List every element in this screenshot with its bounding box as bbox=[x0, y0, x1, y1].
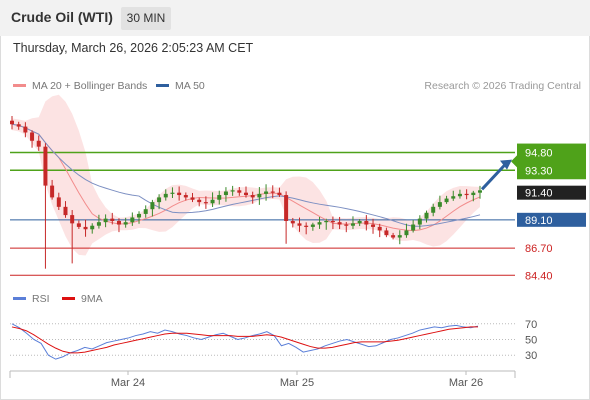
time-axis: Mar 24 Mar 25 Mar 26 bbox=[10, 371, 515, 389]
level-label-89-10: 89.10 bbox=[525, 215, 553, 227]
candle-body bbox=[137, 214, 141, 218]
candle-body bbox=[84, 227, 88, 229]
candle-body bbox=[63, 207, 67, 215]
candle-body bbox=[351, 223, 355, 225]
candle-body bbox=[224, 192, 228, 196]
candle-body bbox=[445, 199, 449, 203]
candle-body bbox=[465, 194, 469, 195]
bollinger-band-layer bbox=[12, 95, 480, 256]
forecast-arrow-layer bbox=[482, 160, 512, 190]
candle-body bbox=[217, 195, 221, 200]
candle-body bbox=[344, 225, 348, 226]
level-label-84-40: 84.40 bbox=[525, 270, 553, 282]
candle-body bbox=[17, 124, 21, 126]
candle-body bbox=[478, 190, 482, 192]
candle-body bbox=[10, 121, 14, 125]
candle-body bbox=[97, 222, 101, 226]
candle-body bbox=[177, 193, 181, 195]
candle-body bbox=[23, 127, 27, 133]
candle-body bbox=[30, 133, 34, 141]
candle-body bbox=[458, 194, 462, 196]
candle-body bbox=[251, 195, 255, 197]
candle-body bbox=[50, 186, 54, 198]
rsi-level-label: 50 bbox=[525, 335, 537, 347]
level-label-94-80: 94.80 bbox=[525, 148, 553, 160]
candle-body bbox=[311, 225, 315, 227]
candle-body bbox=[284, 195, 288, 221]
candle-body bbox=[384, 230, 388, 235]
level-label-91-40: 91.40 bbox=[525, 188, 553, 200]
candle-body bbox=[124, 222, 128, 224]
level-label-86-70: 86.70 bbox=[525, 243, 553, 255]
candle-body bbox=[324, 221, 328, 222]
candle-body bbox=[157, 197, 161, 202]
candle-body bbox=[297, 223, 301, 225]
candle-body bbox=[37, 141, 41, 147]
candle-body bbox=[277, 193, 281, 195]
candle-body bbox=[57, 197, 61, 206]
candle-body bbox=[331, 221, 335, 222]
candle-body bbox=[264, 192, 268, 194]
candle-body bbox=[231, 190, 235, 191]
time-axis-label: Mar 24 bbox=[111, 377, 145, 389]
candle-body bbox=[70, 215, 74, 223]
candle-body bbox=[398, 235, 402, 237]
rsi-line bbox=[12, 324, 478, 359]
candle-body bbox=[271, 192, 275, 193]
candle-body bbox=[130, 217, 134, 222]
candle-body bbox=[117, 221, 121, 225]
candle-body bbox=[291, 221, 295, 223]
level-label-93-30: 93.30 bbox=[525, 165, 553, 177]
candle-body bbox=[237, 190, 241, 192]
rsi-level-label: 30 bbox=[525, 350, 537, 362]
rsi-level-label: 70 bbox=[525, 319, 537, 331]
forecast-arrow-shaft bbox=[482, 164, 506, 190]
candle-body bbox=[43, 147, 47, 186]
candle-body bbox=[191, 197, 195, 199]
candle-body bbox=[371, 225, 375, 227]
candle-body bbox=[110, 219, 114, 221]
bollinger-band bbox=[12, 95, 480, 256]
candle-body bbox=[471, 193, 475, 195]
candle-body bbox=[77, 223, 81, 227]
candle-body bbox=[197, 200, 201, 202]
candle-body bbox=[144, 209, 148, 214]
candle-body bbox=[211, 200, 215, 204]
time-axis-label: Mar 26 bbox=[449, 377, 483, 389]
candle-body bbox=[304, 226, 308, 227]
candle-body bbox=[150, 202, 154, 209]
rsi-panel: 70 50 30 bbox=[10, 319, 537, 362]
candle-body bbox=[204, 202, 208, 203]
candle-body bbox=[418, 219, 422, 225]
candle-body bbox=[164, 194, 168, 198]
target-pointer bbox=[511, 155, 517, 167]
candle-body bbox=[358, 221, 362, 223]
candle-body bbox=[338, 222, 342, 224]
candle-body bbox=[170, 193, 174, 194]
candle-body bbox=[184, 195, 188, 197]
level-labels-layer: 94.80 93.30 91.40 89.10 86.70 84.40 bbox=[511, 144, 586, 283]
candle-body bbox=[438, 202, 442, 207]
candle-body bbox=[411, 225, 415, 231]
candle-body bbox=[378, 227, 382, 231]
candle-body bbox=[425, 213, 429, 219]
candle-body bbox=[451, 196, 455, 198]
candle-body bbox=[90, 226, 94, 230]
candle-body bbox=[104, 219, 108, 223]
time-axis-label: Mar 25 bbox=[280, 377, 314, 389]
candle-body bbox=[391, 235, 395, 237]
candle-body bbox=[318, 222, 322, 224]
candle-body bbox=[364, 221, 368, 225]
candle-body bbox=[244, 193, 248, 195]
candle-body bbox=[257, 194, 261, 198]
candle-body bbox=[404, 230, 408, 235]
candle-body bbox=[431, 207, 435, 213]
